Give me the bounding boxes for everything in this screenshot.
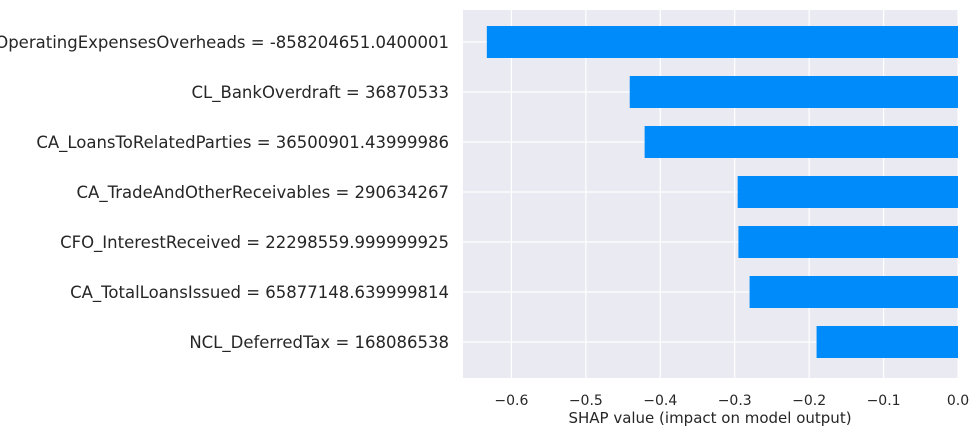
category-label: CL_BankOverdraft = 36870533	[192, 83, 449, 103]
bar	[644, 126, 958, 158]
bar	[749, 276, 958, 308]
category-labels: OperatingExpensesOverheads = -858204651.…	[0, 33, 449, 353]
category-label: CA_TradeAndOtherReceivables = 290634267	[77, 183, 449, 203]
category-label: OperatingExpensesOverheads = -858204651.…	[0, 33, 449, 52]
bar	[816, 326, 958, 358]
bar	[629, 76, 958, 108]
bars	[486, 26, 958, 358]
x-tick-label: −0.2	[792, 393, 826, 409]
x-tick-label: −0.3	[718, 393, 752, 409]
category-label: CA_TotalLoansIssued = 65877148.639999814	[70, 283, 449, 303]
x-tick-label: −0.6	[494, 393, 528, 409]
bar	[486, 26, 958, 58]
category-label: CA_LoansToRelatedParties = 36500901.4399…	[36, 133, 449, 153]
bar	[738, 226, 958, 258]
x-tick-label: −0.5	[569, 393, 603, 409]
x-tick-labels: −0.6 −0.5 −0.4 −0.3 −0.2 −0.1 0.0	[494, 393, 969, 409]
x-tick-label: −0.1	[867, 393, 901, 409]
x-tick-label: −0.4	[643, 393, 677, 409]
category-label: NCL_DeferredTax = 168086538	[189, 333, 449, 353]
category-label: CFO_InterestReceived = 22298559.99999992…	[60, 233, 449, 253]
x-tick-label: 0.0	[947, 393, 969, 409]
x-axis-label: SHAP value (impact on model output)	[568, 409, 851, 427]
bar	[737, 176, 958, 208]
